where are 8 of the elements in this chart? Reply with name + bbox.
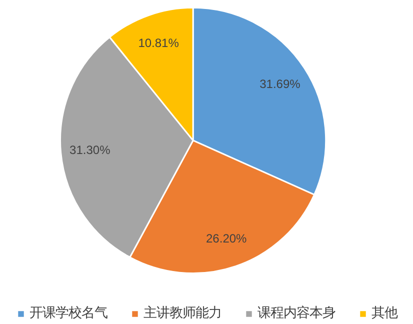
legend-label: 开课学校名气	[30, 305, 108, 322]
legend-label: 主讲教师能力	[144, 304, 222, 322]
legend-label: 其他	[372, 305, 398, 322]
data-label: 26.20%	[206, 232, 248, 246]
data-label: 31.69%	[260, 77, 301, 92]
data-label: 31.30%	[70, 142, 111, 157]
legend-label: 课程内容本身	[258, 304, 336, 322]
data-label: 10.81%	[138, 36, 180, 50]
